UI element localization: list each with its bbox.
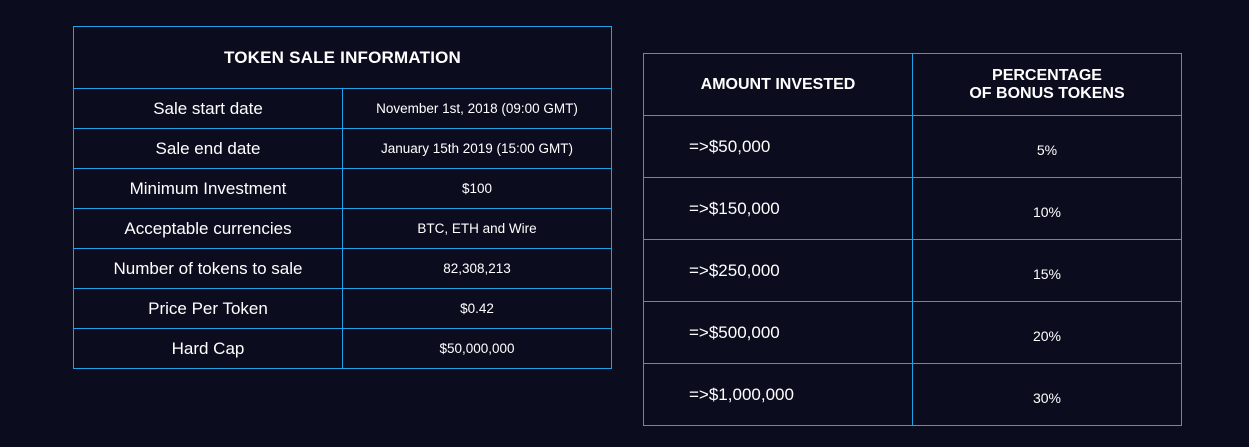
percent-cell: 20%: [912, 301, 1182, 364]
table-row: =>$150,000 10%: [643, 177, 1182, 240]
amount-cell: =>$50,000: [643, 115, 913, 178]
header-percentage-bonus: PERCENTAGE OF BONUS TOKENS: [912, 53, 1182, 116]
table-row: Sale end date January 15th 2019 (15:00 G…: [73, 128, 612, 169]
row-value: 82,308,213: [342, 248, 612, 289]
table-row: =>$500,000 20%: [643, 301, 1182, 364]
percent-cell: 10%: [912, 177, 1182, 240]
header-percentage-line1: PERCENTAGE: [992, 66, 1102, 84]
row-label: Hard Cap: [73, 328, 343, 369]
table-row: Acceptable currencies BTC, ETH and Wire: [73, 208, 612, 249]
table-row: Number of tokens to sale 82,308,213: [73, 248, 612, 289]
table-header-row: TOKEN SALE INFORMATION: [73, 26, 612, 89]
row-value: $100: [342, 168, 612, 209]
amount-cell: =>$250,000: [643, 239, 913, 302]
table-row: Minimum Investment $100: [73, 168, 612, 209]
percent-cell: 30%: [912, 363, 1182, 426]
table-row: =>$1,000,000 30%: [643, 363, 1182, 426]
header-amount-invested: AMOUNT INVESTED: [643, 53, 913, 116]
row-value: BTC, ETH and Wire: [342, 208, 612, 249]
row-value: November 1st, 2018 (09:00 GMT): [342, 88, 612, 129]
row-value: $50,000,000: [342, 328, 612, 369]
table-row: Sale start date November 1st, 2018 (09:0…: [73, 88, 612, 129]
token-sale-information-table: TOKEN SALE INFORMATION Sale start date N…: [73, 26, 612, 369]
row-label: Acceptable currencies: [73, 208, 343, 249]
bonus-tokens-table: AMOUNT INVESTED PERCENTAGE OF BONUS TOKE…: [643, 53, 1182, 426]
table-header-row: AMOUNT INVESTED PERCENTAGE OF BONUS TOKE…: [643, 53, 1182, 116]
row-label: Price Per Token: [73, 288, 343, 329]
row-label: Minimum Investment: [73, 168, 343, 209]
percent-cell: 5%: [912, 115, 1182, 178]
amount-cell: =>$150,000: [643, 177, 913, 240]
row-label: Number of tokens to sale: [73, 248, 343, 289]
table-row: Price Per Token $0.42: [73, 288, 612, 329]
row-label: Sale start date: [73, 88, 343, 129]
amount-cell: =>$500,000: [643, 301, 913, 364]
table-row: =>$50,000 5%: [643, 115, 1182, 178]
row-label: Sale end date: [73, 128, 343, 169]
table-row: =>$250,000 15%: [643, 239, 1182, 302]
table-row: Hard Cap $50,000,000: [73, 328, 612, 369]
table-title: TOKEN SALE INFORMATION: [73, 26, 612, 89]
amount-cell: =>$1,000,000: [643, 363, 913, 426]
header-percentage-line2: OF BONUS TOKENS: [969, 84, 1125, 102]
row-value: January 15th 2019 (15:00 GMT): [342, 128, 612, 169]
row-value: $0.42: [342, 288, 612, 329]
percent-cell: 15%: [912, 239, 1182, 302]
